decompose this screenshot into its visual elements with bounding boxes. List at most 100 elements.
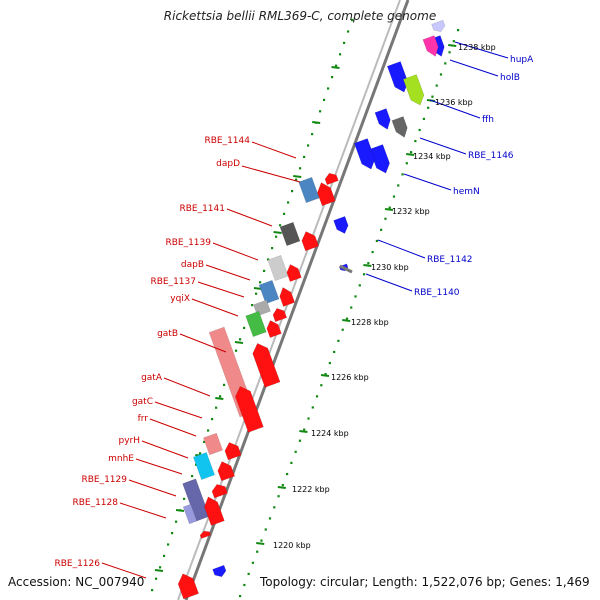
tick-mark [320, 374, 330, 377]
gene-label: RBE_1129 [81, 475, 127, 485]
track-dot [307, 417, 310, 420]
tick-label: 1236 kbp [435, 98, 473, 107]
track-dot [414, 139, 417, 143]
gene-arrow-shape [286, 264, 302, 282]
track-dot [439, 73, 443, 76]
connector-line [212, 242, 259, 261]
track-dot [345, 317, 349, 320]
connector-line [429, 99, 481, 119]
gene-block-body [298, 176, 320, 204]
track-dot [175, 520, 178, 523]
track-dot [294, 450, 297, 453]
track-dot [199, 452, 202, 455]
track-dot [291, 190, 294, 193]
track-dot [427, 106, 430, 109]
connector-line [419, 137, 467, 155]
connector-line [403, 173, 452, 191]
gene-arrow-shape [301, 231, 319, 252]
tick-mark [234, 341, 244, 344]
track-dot [444, 62, 447, 65]
track-dot [320, 384, 323, 387]
label-connectors [101, 41, 509, 579]
track-dot [286, 472, 289, 476]
track-dot [299, 167, 302, 170]
gene-label: RBE_1141 [179, 204, 225, 214]
gene-label: RBE_1139 [165, 238, 211, 248]
genome-title: Rickettsia bellii RML369-C, complete gen… [163, 9, 437, 23]
track-dot [323, 98, 326, 101]
track-dot [159, 566, 162, 569]
track-dot [397, 184, 400, 187]
axis-line-outer [184, 0, 410, 600]
gene-block-body [182, 478, 210, 522]
track-dot [311, 406, 314, 409]
gene-arrow-shape [199, 530, 212, 539]
genome-stats: Topology: circular; Length: 1,522,076 bp… [260, 575, 590, 589]
track-dot [215, 406, 218, 409]
gene-label: holB [500, 73, 520, 83]
track-dot [281, 484, 284, 487]
gene-arrow [211, 484, 228, 499]
track-dot [335, 64, 338, 67]
gene-arrow [235, 386, 264, 433]
gene-arrow-shape [272, 308, 288, 323]
track-dot [401, 173, 404, 176]
gene-arrow-shape [217, 461, 235, 482]
gene-arrow [272, 308, 288, 323]
gene-block [203, 432, 223, 456]
track-dot [418, 128, 421, 132]
gene-block [258, 279, 280, 305]
tick-label: 1222 kbp [292, 485, 330, 494]
track-dot [324, 373, 327, 376]
gene-arrow [369, 144, 390, 174]
tick-label: 1234 kbp [413, 152, 451, 161]
tick-mark [215, 397, 224, 400]
gene-arrow [252, 342, 281, 388]
track-dot [431, 95, 434, 98]
gene-arrow [324, 173, 339, 186]
tick-label: 1228 kbp [351, 318, 389, 327]
track-dot [295, 178, 298, 181]
gene-arrow-shape [224, 442, 242, 461]
gene-arrow [386, 61, 409, 93]
tick-mark [154, 569, 164, 572]
track-dot [388, 206, 391, 209]
track-dot [311, 133, 314, 136]
track-dot [260, 539, 263, 542]
track-dot [267, 258, 270, 261]
track-dot [251, 304, 254, 307]
gene-arrow-shape [324, 173, 339, 186]
connector-line [226, 208, 273, 227]
track-dot [279, 224, 282, 227]
track-dot [409, 151, 413, 154]
tick-label: 1232 kbp [392, 207, 430, 216]
track-dot [163, 554, 166, 557]
gene-arrow [391, 116, 408, 138]
gene-arrow-shape [204, 496, 225, 526]
gene-label: hemN [453, 187, 480, 197]
track-dot [367, 262, 370, 265]
gene-arrow-shape [211, 484, 228, 499]
gene-arrow [317, 182, 336, 207]
connector-line [101, 562, 147, 579]
gene-block [279, 221, 301, 247]
gene-label: dapD [216, 159, 240, 169]
gene-arrow-shape [252, 342, 281, 388]
gene-label: hupA [510, 55, 534, 65]
connector-line [135, 458, 183, 475]
connector-line [154, 401, 203, 419]
gene-arrow-shape [431, 19, 446, 32]
track-dot [203, 440, 206, 443]
connector-line [119, 502, 167, 519]
track-dot [298, 439, 302, 442]
track-dot [405, 162, 408, 165]
track-dot [251, 561, 255, 564]
track-dot [354, 295, 357, 298]
gene-arrow [339, 264, 353, 274]
gene-arrow [279, 287, 296, 307]
gene-block [245, 310, 267, 338]
gene-label: RBE_1137 [150, 277, 196, 287]
track-dot [243, 583, 246, 587]
tick-label: 1226 kbp [331, 373, 369, 382]
gene-block-body [279, 221, 301, 247]
